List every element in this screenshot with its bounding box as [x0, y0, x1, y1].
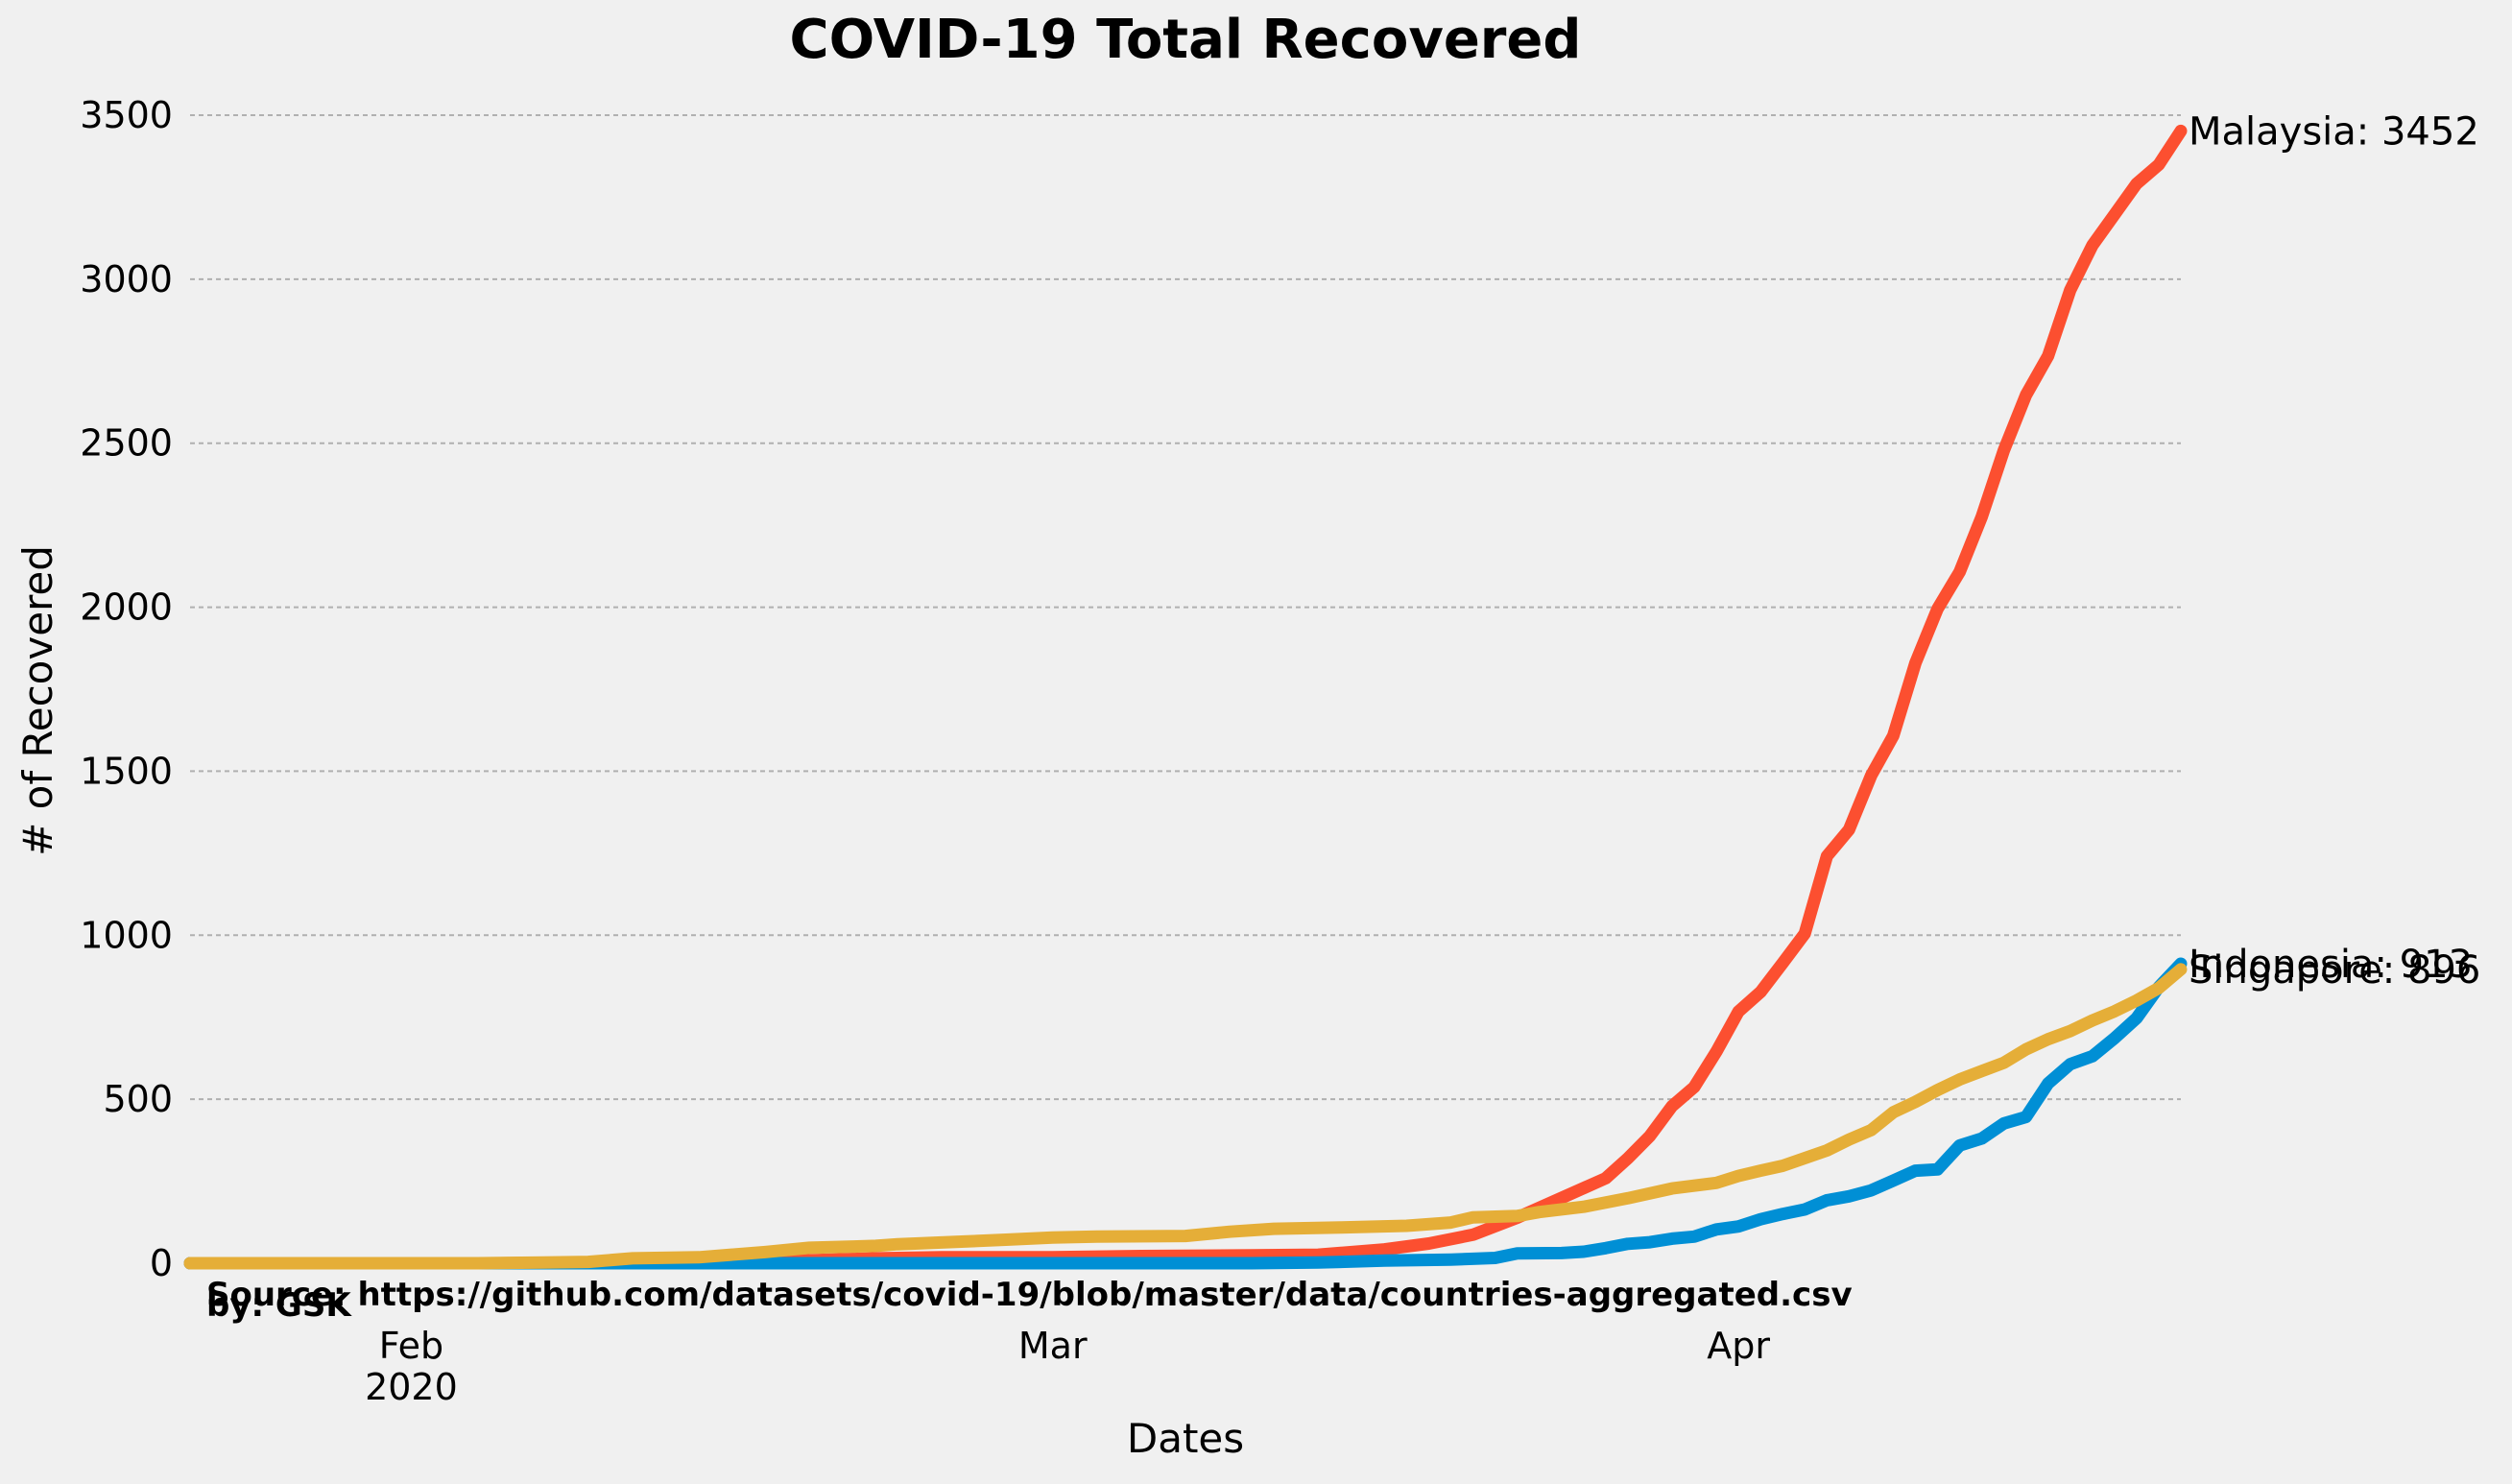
y-tick-label: 1500 [80, 750, 173, 792]
y-axis-ticks: 0 500 1000 1500 2000 2500 3000 3500 [80, 94, 173, 1284]
y-axis-label: # of Recovered [14, 545, 61, 856]
y-tick-label: 1000 [80, 914, 173, 956]
y-tick-label: 0 [150, 1242, 173, 1284]
x-tick-sublabel: 2020 [365, 1366, 458, 1408]
x-tick-label: Mar [1018, 1325, 1088, 1367]
x-tick-label: Apr [1707, 1325, 1770, 1367]
series-layer [183, 124, 2188, 1270]
end-label-singapore: Singapore: 896 [2189, 948, 2480, 993]
y-tick-label: 3000 [80, 258, 173, 300]
end-label-malaysia: Malaysia: 3452 [2189, 109, 2479, 154]
source-annotation: Source: https://github.com/datasets/covi… [206, 1276, 1853, 1314]
y-tick-label: 2500 [80, 422, 173, 465]
x-tick-label: Feb [379, 1325, 443, 1367]
x-axis-label: Dates [1127, 1415, 1244, 1462]
series-line-singapore [183, 963, 2188, 1270]
y-tick-label: 2000 [80, 586, 173, 629]
end-label-indonesia: Indonesia: 913 [2189, 943, 2473, 987]
grid-layer [190, 114, 2181, 1101]
y-tick-label: 3500 [80, 94, 173, 136]
series-line-indonesia [183, 957, 2188, 1270]
credit-annotation: by: GSK [206, 1286, 352, 1325]
y-tick-label: 500 [103, 1078, 173, 1120]
chart-title: COVID-19 Total Recovered [790, 9, 1582, 71]
